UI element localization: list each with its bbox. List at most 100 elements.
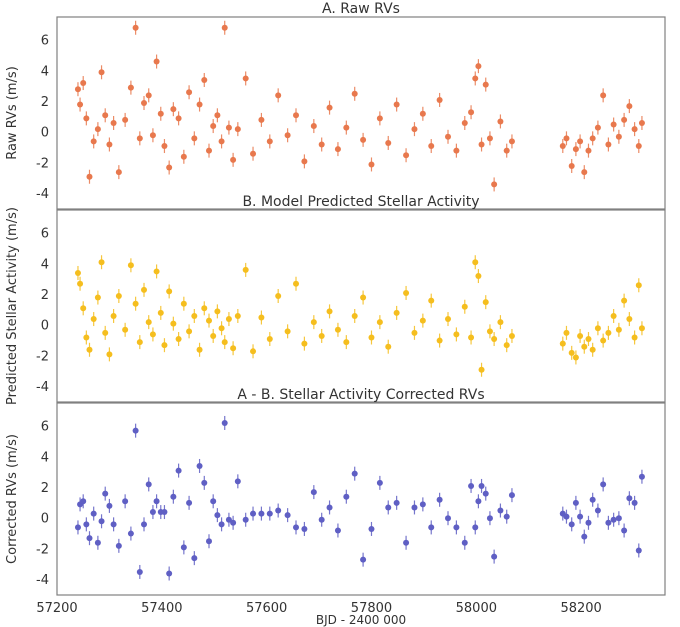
data-point — [141, 100, 148, 107]
data-point — [581, 169, 588, 176]
data-point — [275, 507, 282, 514]
data-point — [497, 118, 504, 125]
data-point — [610, 312, 617, 319]
x-tick-label: 57200 — [36, 601, 77, 616]
data-point — [486, 328, 493, 335]
data-point — [351, 470, 358, 477]
data-point — [621, 116, 628, 123]
x-tick-label: 58200 — [560, 601, 601, 616]
data-point — [221, 339, 228, 346]
data-point — [393, 309, 400, 316]
data-point — [615, 326, 622, 333]
data-point — [615, 133, 622, 140]
data-point — [284, 512, 291, 519]
data-point — [77, 280, 84, 287]
data-point — [334, 326, 341, 333]
data-point — [600, 337, 607, 344]
y-tick-label: -2 — [36, 156, 49, 171]
data-point — [318, 332, 325, 339]
panel-title: B. Model Predicted Stellar Activity — [242, 194, 479, 210]
data-point — [234, 312, 241, 319]
data-point — [266, 138, 273, 145]
x-tick-label: 58000 — [456, 601, 497, 616]
data-point — [635, 282, 642, 289]
data-point — [136, 135, 143, 142]
data-point — [80, 498, 87, 505]
data-point — [141, 286, 148, 293]
data-point — [250, 150, 257, 157]
data-point — [234, 126, 241, 133]
data-point — [122, 116, 129, 123]
data-point — [491, 181, 498, 188]
data-point — [186, 499, 193, 506]
data-point — [266, 510, 273, 517]
data-point — [74, 524, 81, 531]
data-point — [343, 339, 350, 346]
data-point — [157, 110, 164, 117]
y-tick-label: 4 — [41, 257, 49, 272]
data-point — [635, 547, 642, 554]
data-point — [206, 147, 212, 154]
data-point — [225, 124, 232, 131]
data-point — [293, 112, 300, 119]
data-point — [221, 24, 228, 31]
data-point — [225, 516, 232, 523]
data-point — [102, 112, 109, 119]
data-point — [428, 143, 435, 150]
data-point — [186, 89, 193, 96]
data-point — [468, 334, 475, 341]
data-point — [631, 499, 638, 506]
data-point — [214, 308, 221, 315]
data-point — [132, 24, 139, 31]
data-point — [86, 535, 93, 542]
data-point — [419, 317, 426, 324]
y-tick-label: 0 — [41, 319, 49, 334]
data-point — [94, 294, 101, 301]
data-point — [132, 300, 139, 307]
x-tick-label: 57800 — [351, 601, 392, 616]
data-point — [153, 58, 160, 65]
data-point — [218, 138, 225, 145]
data-point — [486, 515, 493, 522]
data-point — [266, 336, 273, 343]
data-point — [166, 288, 173, 295]
data-point — [475, 498, 482, 505]
data-point — [403, 289, 410, 296]
data-point — [568, 162, 575, 169]
data-point — [577, 138, 584, 145]
data-point — [196, 101, 203, 108]
data-point — [605, 329, 612, 336]
data-point — [258, 314, 265, 321]
data-point — [594, 124, 601, 131]
data-point — [210, 332, 217, 339]
data-point — [436, 337, 443, 344]
data-point — [393, 101, 400, 108]
data-point — [74, 86, 81, 93]
data-point — [250, 510, 257, 517]
data-point — [141, 521, 148, 528]
data-point — [468, 482, 475, 489]
data-point — [275, 293, 282, 300]
data-point — [503, 513, 510, 520]
data-point — [201, 479, 208, 486]
data-point — [145, 481, 152, 488]
data-point — [234, 478, 241, 485]
data-point — [86, 346, 93, 353]
data-point — [191, 135, 198, 142]
panel-title: A - B. Stellar Activity Corrected RVs — [237, 387, 484, 403]
data-point — [472, 524, 479, 531]
data-point — [482, 81, 489, 88]
data-point — [635, 143, 642, 150]
data-point — [482, 490, 489, 497]
data-point — [196, 462, 203, 469]
data-point — [230, 519, 237, 526]
y-tick-label: 0 — [41, 126, 49, 141]
data-point — [166, 570, 173, 577]
y-tick-label: -4 — [36, 380, 49, 395]
y-tick-label: 2 — [41, 481, 49, 496]
data-point — [106, 351, 113, 358]
data-point — [310, 319, 317, 326]
data-point — [385, 139, 392, 146]
data-point — [122, 326, 129, 333]
